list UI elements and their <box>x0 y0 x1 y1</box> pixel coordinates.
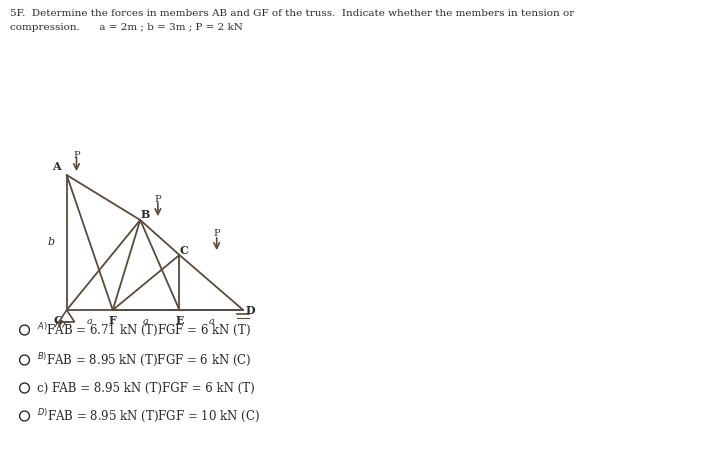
Text: G: G <box>53 314 63 325</box>
Text: P: P <box>73 150 80 159</box>
Text: a: a <box>87 318 93 326</box>
Text: A: A <box>53 162 61 173</box>
Text: $^{A)}$FAB = 6.71 kN (T)FGF = 6 kN (T): $^{A)}$FAB = 6.71 kN (T)FGF = 6 kN (T) <box>37 321 251 338</box>
Text: $^{B)}$FAB = 8.95 kN (T)FGF = 6 kN (C): $^{B)}$FAB = 8.95 kN (T)FGF = 6 kN (C) <box>37 351 252 369</box>
Text: B: B <box>140 208 150 219</box>
Text: a: a <box>143 318 149 326</box>
Text: E: E <box>175 314 184 325</box>
Text: P: P <box>155 195 161 205</box>
Text: $^{D)}$FAB = 8.95 kN (T)FGF = 10 kN (C): $^{D)}$FAB = 8.95 kN (T)FGF = 10 kN (C) <box>37 407 260 425</box>
Text: C: C <box>180 245 189 257</box>
Text: a: a <box>208 318 215 326</box>
Text: 5F.  Determine the forces in members AB and GF of the truss.  Indicate whether t: 5F. Determine the forces in members AB a… <box>10 10 574 19</box>
Text: c) FAB = 8.95 kN (T)FGF = 6 kN (T): c) FAB = 8.95 kN (T)FGF = 6 kN (T) <box>37 382 255 394</box>
Text: b: b <box>48 237 55 247</box>
Text: F: F <box>109 314 117 325</box>
Text: compression.      a = 2m ; b = 3m ; P = 2 kN: compression. a = 2m ; b = 3m ; P = 2 kN <box>10 24 243 32</box>
Text: P: P <box>213 229 220 238</box>
Text: D: D <box>246 305 255 315</box>
